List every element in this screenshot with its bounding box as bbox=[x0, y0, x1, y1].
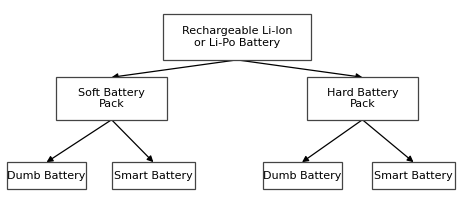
FancyBboxPatch shape bbox=[372, 162, 456, 189]
Text: Dumb Battery: Dumb Battery bbox=[263, 171, 341, 181]
Text: Hard Battery
Pack: Hard Battery Pack bbox=[327, 88, 398, 109]
FancyBboxPatch shape bbox=[263, 162, 341, 189]
FancyBboxPatch shape bbox=[56, 77, 167, 120]
Text: Dumb Battery: Dumb Battery bbox=[8, 171, 86, 181]
Text: Smart Battery: Smart Battery bbox=[374, 171, 453, 181]
FancyBboxPatch shape bbox=[163, 14, 311, 60]
FancyBboxPatch shape bbox=[7, 162, 86, 189]
Text: Smart Battery: Smart Battery bbox=[114, 171, 193, 181]
Text: Rechargeable Li-Ion
or Li-Po Battery: Rechargeable Li-Ion or Li-Po Battery bbox=[182, 26, 292, 47]
FancyBboxPatch shape bbox=[111, 162, 195, 189]
FancyBboxPatch shape bbox=[307, 77, 418, 120]
Text: Soft Battery
Pack: Soft Battery Pack bbox=[78, 88, 145, 109]
